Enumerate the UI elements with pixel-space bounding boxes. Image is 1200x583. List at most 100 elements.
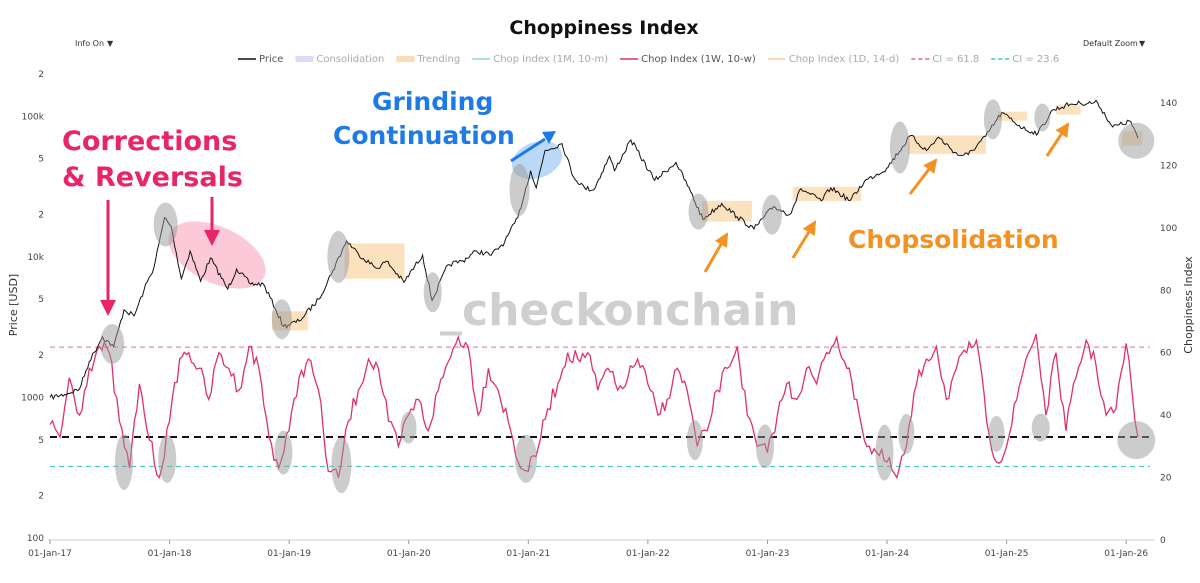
x-tick-label: 01-Jan-21 — [506, 549, 550, 559]
left-tick-label: 2 — [38, 70, 44, 80]
legend-item-4[interactable]: Chop Index (1W, 10-w) — [620, 54, 756, 65]
gray-circle-6 — [688, 193, 709, 230]
legend-label: Trending — [416, 54, 460, 65]
legend-item-6[interactable]: CI = 61.8 — [911, 54, 979, 65]
x-tick-label: 01-Jan-23 — [746, 549, 790, 559]
left-tick-label: 100k — [22, 112, 45, 122]
left-axis-title: Price [USD] — [7, 274, 20, 336]
gray-circle-1 — [153, 202, 178, 247]
x-tick-label: 01-Jan-26 — [1104, 549, 1148, 559]
grinding-arrow — [510, 137, 546, 163]
legend-item-0[interactable]: Price — [238, 54, 283, 65]
reference-lines — [50, 346, 1150, 467]
arrow-head-icon — [542, 131, 556, 144]
right-tick-label: 60 — [1160, 349, 1172, 359]
gray-circle-markers — [100, 99, 1156, 494]
gray-circle-24 — [1117, 421, 1156, 460]
right-tick-label: 80 — [1160, 286, 1172, 296]
right-axis-ticks: 0 20 40 60 80 100 120 140 — [1160, 99, 1177, 546]
corrections-annotation: Corrections & Reversals — [62, 126, 243, 316]
chopsolidation-arrows — [703, 122, 1070, 273]
x-tick-label: 01-Jan-20 — [387, 549, 431, 559]
x-tick-label: 01-Jan-19 — [267, 549, 311, 559]
gray-circle-0 — [100, 324, 125, 364]
x-axis-ticks: 01-Jan-17 01-Jan-18 01-Jan-19 01-Jan-20 01-J… — [28, 540, 1148, 559]
grinding-annotation: Grinding Continuation — [333, 87, 556, 163]
legend-label: Chop Index (1M, 10-m) — [493, 54, 608, 65]
x-tick-label: 01-Jan-18 — [148, 549, 192, 559]
trending-box-2 — [701, 200, 752, 222]
gray-circle-13 — [158, 434, 177, 483]
legend-label: Consolidation — [316, 54, 384, 65]
legend-label: Chop Index (1D, 14-d) — [789, 54, 900, 65]
gray-circle-18 — [686, 420, 703, 461]
gray-circle-5 — [509, 163, 530, 216]
corrections-label-line2: & Reversals — [62, 162, 243, 193]
legend-item-5[interactable]: Chop Index (1D, 14-d) — [767, 54, 900, 65]
gray-circle-9 — [983, 99, 1002, 140]
gray-circle-11 — [1118, 122, 1155, 159]
left-tick-label: 2 — [38, 492, 44, 502]
trending-box-6 — [1056, 105, 1081, 115]
info-toggle[interactable]: Info On ▼ — [75, 39, 114, 48]
gray-circle-21 — [898, 413, 915, 454]
arrow-head-icon — [714, 232, 729, 248]
trending-box-5 — [997, 111, 1028, 121]
right-tick-label: 140 — [1160, 99, 1177, 109]
gray-circle-2 — [271, 299, 292, 340]
left-tick-label: 5 — [38, 295, 44, 305]
x-tick-label: 01-Jan-24 — [865, 549, 909, 559]
left-tick-label: 5 — [38, 436, 44, 446]
right-tick-label: 40 — [1160, 411, 1172, 421]
legend-label: CI = 61.8 — [932, 54, 979, 65]
chart-title: Choppiness Index — [509, 17, 698, 39]
legend-label: Price — [259, 54, 283, 65]
trending-box-1 — [344, 243, 405, 279]
legend-item-1[interactable]: Consolidation — [295, 54, 384, 65]
x-tick-label: 01-Jan-17 — [28, 549, 72, 559]
arrow-head-icon — [100, 300, 116, 316]
left-tick-label: 2 — [38, 351, 44, 361]
arrow-head-icon — [802, 220, 817, 236]
left-tick-label: 10k — [27, 253, 44, 263]
gray-circle-19 — [756, 424, 774, 469]
right-axis-title: Choppiness Index — [1182, 256, 1195, 354]
gray-circle-14 — [274, 430, 293, 475]
x-tick-label: 01-Jan-22 — [626, 549, 670, 559]
gray-circle-23 — [1031, 413, 1050, 442]
legend-swatch — [295, 56, 314, 62]
chevron-down-icon: ▼ — [1139, 39, 1146, 48]
chop-index-weekly-series — [49, 333, 1139, 480]
corrections-highlight — [168, 221, 266, 289]
gray-circle-12 — [115, 434, 133, 490]
info-toggle-label: Info On — [75, 39, 104, 48]
gray-circle-7 — [761, 194, 782, 235]
right-tick-label: 120 — [1160, 161, 1177, 171]
chopsolidation-annotation: Chopsolidation — [703, 122, 1070, 273]
right-tick-label: 0 — [1160, 536, 1166, 546]
x-tick-label: 01-Jan-25 — [985, 549, 1029, 559]
arrow-head-icon — [923, 158, 938, 174]
chart-legend: Price Consolidation Trending Chop Index (1M… — [238, 54, 1059, 65]
right-tick-label: 20 — [1160, 474, 1172, 484]
legend-label: Chop Index (1W, 10-w) — [641, 54, 756, 65]
zoom-select[interactable]: Default Zoom ▼ — [1083, 39, 1146, 48]
legend-label: CI = 23.6 — [1012, 54, 1059, 65]
left-tick-label: 2 — [38, 211, 44, 221]
zoom-select-label: Default Zoom — [1083, 39, 1138, 48]
gray-circle-8 — [889, 121, 910, 174]
gray-circle-17 — [515, 434, 537, 483]
legend-item-2[interactable]: Trending — [396, 54, 460, 65]
chevron-down-icon: ▼ — [107, 39, 114, 48]
arrow-head-icon — [204, 230, 220, 246]
watermark: _checkonchain — [440, 285, 798, 336]
price-series — [49, 99, 1139, 401]
legend-item-3[interactable]: Chop Index (1M, 10-m) — [472, 54, 608, 65]
legend-item-7[interactable]: CI = 23.6 — [991, 54, 1059, 65]
corrections-label-line1: Corrections — [62, 126, 237, 157]
gray-circle-20 — [875, 424, 894, 481]
left-tick-label: 100 — [27, 534, 44, 544]
grinding-label-line2: Continuation — [333, 121, 515, 150]
legend-swatch — [396, 56, 415, 62]
